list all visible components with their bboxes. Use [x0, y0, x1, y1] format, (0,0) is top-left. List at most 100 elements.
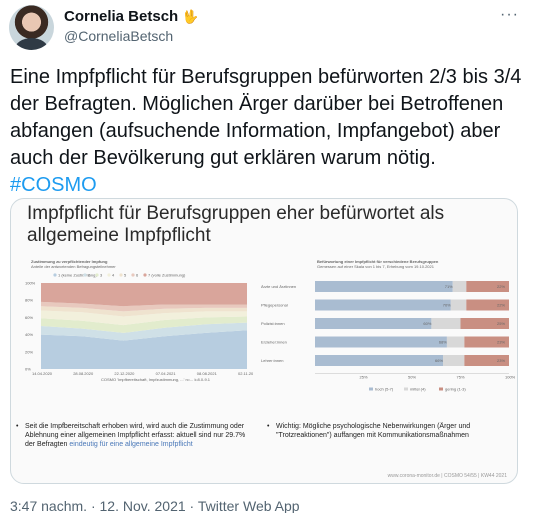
legend-swatch [439, 387, 443, 391]
x-tick-label: 28.08.2020 [73, 371, 94, 376]
x-tick-label: 50% [408, 375, 416, 380]
x-tick-label: 100% [505, 375, 515, 380]
bar-segment [464, 336, 509, 348]
area-chart-svg: Zustimmung zu verpflichtender ImpfungAnt… [25, 259, 258, 382]
handle[interactable]: @CorneliaBetsch [64, 28, 174, 44]
legend-label: hoch (5-7) [375, 387, 394, 392]
tweet-time[interactable]: 3:47 nachm. [10, 498, 88, 513]
bar-value-label: 25% [497, 321, 505, 326]
area-series-5 [41, 306, 247, 317]
legend-label: 1 (keine Zustimmung) [58, 273, 97, 278]
author-block: Cornelia Betsch 🖖 @CorneliaBetsch [64, 8, 198, 44]
legend-label: 6 [136, 273, 139, 278]
tweet-source: Twitter Web App [197, 498, 300, 513]
y-tick-label: 80% [25, 298, 33, 303]
y-tick-label: 20% [25, 349, 33, 354]
bar-segment [460, 318, 509, 329]
y-tick-label: 100% [25, 281, 36, 286]
category-label: Polizist:innen [261, 321, 285, 326]
y-tick-label: 60% [25, 315, 33, 320]
category-label: Lehrer:innen [261, 358, 283, 363]
legend-swatch [95, 273, 99, 277]
legend-swatch [143, 273, 147, 277]
bar-value-label: 23% [497, 340, 505, 345]
category-label: Ärzte und Ärztinnen [261, 284, 296, 289]
hashtag-link[interactable]: #COSMO [10, 174, 97, 196]
left-area-chart: Zustimmung zu verpflichtender Impfung Ant… [21, 257, 258, 387]
legend-swatch [53, 273, 57, 277]
area-series-7 [41, 283, 247, 307]
right-chart-title: Befürwortung einer Impfpflicht für versc… [317, 259, 439, 264]
bar-segment [446, 336, 465, 348]
category-label: Pflegepersonal [261, 303, 288, 308]
legend-label: mittel (4) [410, 387, 426, 392]
bar-value-label: 22% [497, 284, 505, 289]
bar-segment [466, 299, 509, 311]
legend-label: gering (1-3) [445, 387, 466, 392]
timestamp-line: 3:47 nachm. · 12. Nov. 2021 · Twitter We… [10, 498, 300, 513]
tweet-media-image[interactable]: Impfpflicht für Berufsgruppen eher befür… [10, 198, 518, 484]
slide-title: Impfpflicht für Berufsgruppen eher befür… [27, 203, 445, 246]
bar-segment [315, 336, 447, 348]
legend-label: 3 [100, 273, 103, 278]
tweet-date[interactable]: 12. Nov. 2021 [99, 498, 186, 513]
bar-value-label: 70% [443, 303, 451, 308]
bar-chart-svg: Befürwortung einer Impfpflicht für versc… [261, 259, 516, 392]
legend-label: 2 [88, 273, 91, 278]
area-series-6 [41, 301, 247, 312]
y-tick-label: 0% [25, 367, 31, 372]
category-label: Erzieher:innen [261, 340, 287, 345]
legend-label: 4 [112, 273, 115, 278]
bar-segment [464, 355, 509, 366]
y-tick-label: 40% [25, 332, 33, 337]
area-series-2 [41, 322, 247, 341]
x-tick-label: 08.08.2021 [197, 371, 218, 376]
legend-swatch [83, 273, 87, 277]
x-tick-label: 25% [360, 375, 368, 380]
area-series-3 [41, 316, 247, 333]
x-tick-label: 07.04.2021 [156, 371, 177, 376]
bar-segment [466, 281, 509, 292]
legend-swatch [131, 273, 135, 277]
legend-swatch [119, 273, 123, 277]
bar-segment [315, 299, 451, 311]
x-tick-label: 02.11.2021 [238, 371, 253, 376]
more-options-button[interactable]: ··· [500, 6, 519, 23]
vulcan-salute-emoji: 🖖 [182, 8, 199, 24]
left-chart-title: Zustimmung zu verpflichtender Impfung [31, 259, 108, 264]
bar-segment [450, 299, 467, 311]
tweet-text: Eine Impfpflicht für Berufsgruppen befür… [10, 66, 522, 196]
legend-swatch [404, 387, 408, 391]
legend-label: 7 (volle Zustimmung) [148, 273, 186, 278]
bar-value-label: 71% [445, 284, 453, 289]
legend-label: 5 [124, 273, 127, 278]
left-chart-subtitle: Anteile der antwortenden Befragungsteiln… [31, 264, 116, 269]
bar-segment [315, 355, 444, 366]
right-chart-subtitle: Gemessen auf einer Skala von 1 bis 7, Er… [317, 264, 435, 269]
x-tick-label: 75% [457, 375, 465, 380]
bar-segment [443, 355, 465, 366]
bar-value-label: 68% [439, 340, 447, 345]
bar-segment [452, 281, 467, 292]
bar-segment [315, 281, 453, 292]
bar-segment [315, 318, 432, 329]
right-bar-chart: Befürwortung einer Impfpflicht für versc… [259, 257, 516, 407]
x-tick-label: 14.04.2020 [32, 371, 53, 376]
x-tick-label: 22.12.2020 [114, 371, 135, 376]
bar-segment [431, 318, 461, 329]
bullet-left: • Seit die Impfbereitschaft erhoben wird… [16, 423, 246, 448]
bullet-right: • Wichtig: Mögliche psychologische Neben… [267, 423, 471, 439]
area-series-1 [41, 330, 247, 369]
legend-swatch [369, 387, 373, 391]
display-name[interactable]: Cornelia Betsch 🖖 [64, 8, 199, 25]
bar-value-label: 22% [497, 303, 505, 308]
bar-value-label: 23% [497, 358, 505, 363]
legend-swatch [107, 273, 111, 277]
bullet-icon: • [16, 423, 19, 430]
bar-value-label: 66% [435, 358, 443, 363]
left-chart-source: COSMO 'Impfbereitschaft, Impfzustimmung,… [101, 377, 211, 382]
bullet-icon: • [267, 423, 270, 430]
bar-value-label: 60% [423, 321, 431, 326]
avatar[interactable] [9, 5, 54, 50]
area-series-4 [41, 310, 247, 326]
